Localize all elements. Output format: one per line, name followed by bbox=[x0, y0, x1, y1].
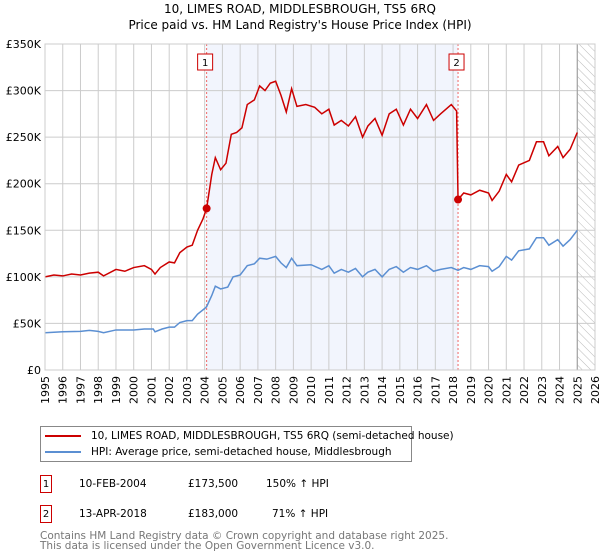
y-tick-label: £100K bbox=[6, 271, 42, 284]
sale-marker-badge bbox=[197, 53, 214, 71]
legend: 10, LIMES ROAD, MIDDLESBROUGH, TS5 6RQ (… bbox=[40, 426, 454, 462]
x-tick-label: 2022 bbox=[518, 376, 531, 404]
transaction-row: 2 13-APR-2018 £183,000 71% ↑ HPI bbox=[40, 505, 328, 523]
x-tick-label: 2016 bbox=[412, 376, 425, 404]
footer-copyright: Contains HM Land Registry data © Crown c… bbox=[40, 530, 449, 542]
x-tick-label: 2011 bbox=[323, 376, 336, 404]
sale-point bbox=[454, 195, 463, 204]
y-tick-label: £50K bbox=[13, 317, 42, 330]
x-tick-label: 2008 bbox=[270, 376, 283, 404]
y-tick-label: £300K bbox=[6, 85, 42, 98]
x-tick-label: 1997 bbox=[74, 376, 87, 404]
x-tick-label: 2006 bbox=[234, 376, 247, 404]
sale-marker-label: 2 bbox=[453, 58, 459, 69]
forecast-hatch bbox=[577, 44, 595, 370]
x-tick-label: 2000 bbox=[128, 376, 141, 404]
legend-swatch bbox=[45, 435, 81, 437]
x-tick-label: 2012 bbox=[341, 376, 354, 404]
transaction-hpi: 150% ↑ HPI bbox=[266, 478, 329, 490]
transaction-row: 1 10-FEB-2004 £173,500 150% ↑ HPI bbox=[40, 475, 329, 493]
transaction-badge: 1 bbox=[40, 475, 52, 493]
x-tick-label: 2017 bbox=[429, 376, 442, 404]
y-tick-label: £0 bbox=[27, 364, 41, 377]
price-chart: 10, LIMES ROAD, MIDDLESBROUGH, TS5 6RQ P… bbox=[6, 2, 600, 404]
sale-period-shading bbox=[206, 44, 459, 370]
x-tick-label: 2007 bbox=[252, 376, 265, 404]
x-tick-label: 2024 bbox=[554, 376, 567, 404]
legend-swatch bbox=[45, 451, 81, 453]
legend-item-hpi: HPI: Average price, semi-detached house,… bbox=[45, 446, 392, 458]
x-tick-label: 2004 bbox=[199, 376, 212, 404]
x-tick-label: 2003 bbox=[181, 376, 194, 404]
x-tick-label: 2001 bbox=[145, 376, 158, 404]
transaction-hpi: 71% ↑ HPI bbox=[272, 508, 329, 520]
transaction-price: £183,000 bbox=[188, 508, 239, 520]
x-tick-label: 1996 bbox=[57, 376, 70, 404]
y-tick-label: £200K bbox=[6, 178, 42, 191]
series-line bbox=[44, 80, 578, 278]
legend-item-property: 10, LIMES ROAD, MIDDLESBROUGH, TS5 6RQ (… bbox=[45, 430, 454, 442]
y-tick-label: £350K bbox=[6, 38, 42, 51]
x-tick-label: 2010 bbox=[305, 376, 318, 404]
legend-label: 10, LIMES ROAD, MIDDLESBROUGH, TS5 6RQ (… bbox=[91, 430, 454, 442]
chart-subtitle: Price paid vs. HM Land Registry's House … bbox=[128, 18, 471, 32]
y-tick-label: £250K bbox=[6, 131, 42, 144]
x-tick-label: 2014 bbox=[376, 376, 389, 404]
sale-marker-label: 1 bbox=[202, 58, 208, 69]
plot-frame bbox=[44, 43, 596, 371]
x-tick-label: 2025 bbox=[571, 376, 584, 404]
footer: Contains HM Land Registry data © Crown c… bbox=[40, 530, 449, 552]
transaction-price: £173,500 bbox=[188, 478, 239, 490]
series-line bbox=[44, 229, 578, 334]
x-tick-label: 2021 bbox=[500, 376, 513, 404]
x-tick-label: 2020 bbox=[483, 376, 496, 404]
x-tick-label: 2013 bbox=[358, 376, 371, 404]
x-tick-label: 2026 bbox=[589, 376, 600, 404]
x-tick-label: 2002 bbox=[163, 376, 176, 404]
footer-licence: This data is licensed under the Open Gov… bbox=[40, 540, 375, 552]
x-tick-label: 2015 bbox=[394, 376, 407, 404]
sale-point bbox=[202, 204, 211, 213]
x-tick-label: 2005 bbox=[216, 376, 229, 404]
sale-marker-badge bbox=[448, 53, 465, 71]
chart-title: 10, LIMES ROAD, MIDDLESBROUGH, TS5 6RQ bbox=[164, 2, 436, 16]
y-tick-label: £150K bbox=[6, 224, 42, 237]
transaction-date: 13-APR-2018 bbox=[79, 508, 147, 520]
x-tick-label: 2019 bbox=[465, 376, 478, 404]
x-tick-label: 2009 bbox=[287, 376, 300, 404]
transaction-date: 10-FEB-2004 bbox=[79, 478, 147, 490]
x-tick-label: 1995 bbox=[39, 376, 52, 404]
x-tick-label: 1999 bbox=[110, 376, 123, 404]
x-tick-label: 2018 bbox=[447, 376, 460, 404]
transaction-badge: 2 bbox=[40, 505, 52, 523]
x-tick-label: 2023 bbox=[536, 376, 549, 404]
legend-label: HPI: Average price, semi-detached house,… bbox=[91, 446, 392, 458]
x-tick-label: 1998 bbox=[92, 376, 105, 404]
